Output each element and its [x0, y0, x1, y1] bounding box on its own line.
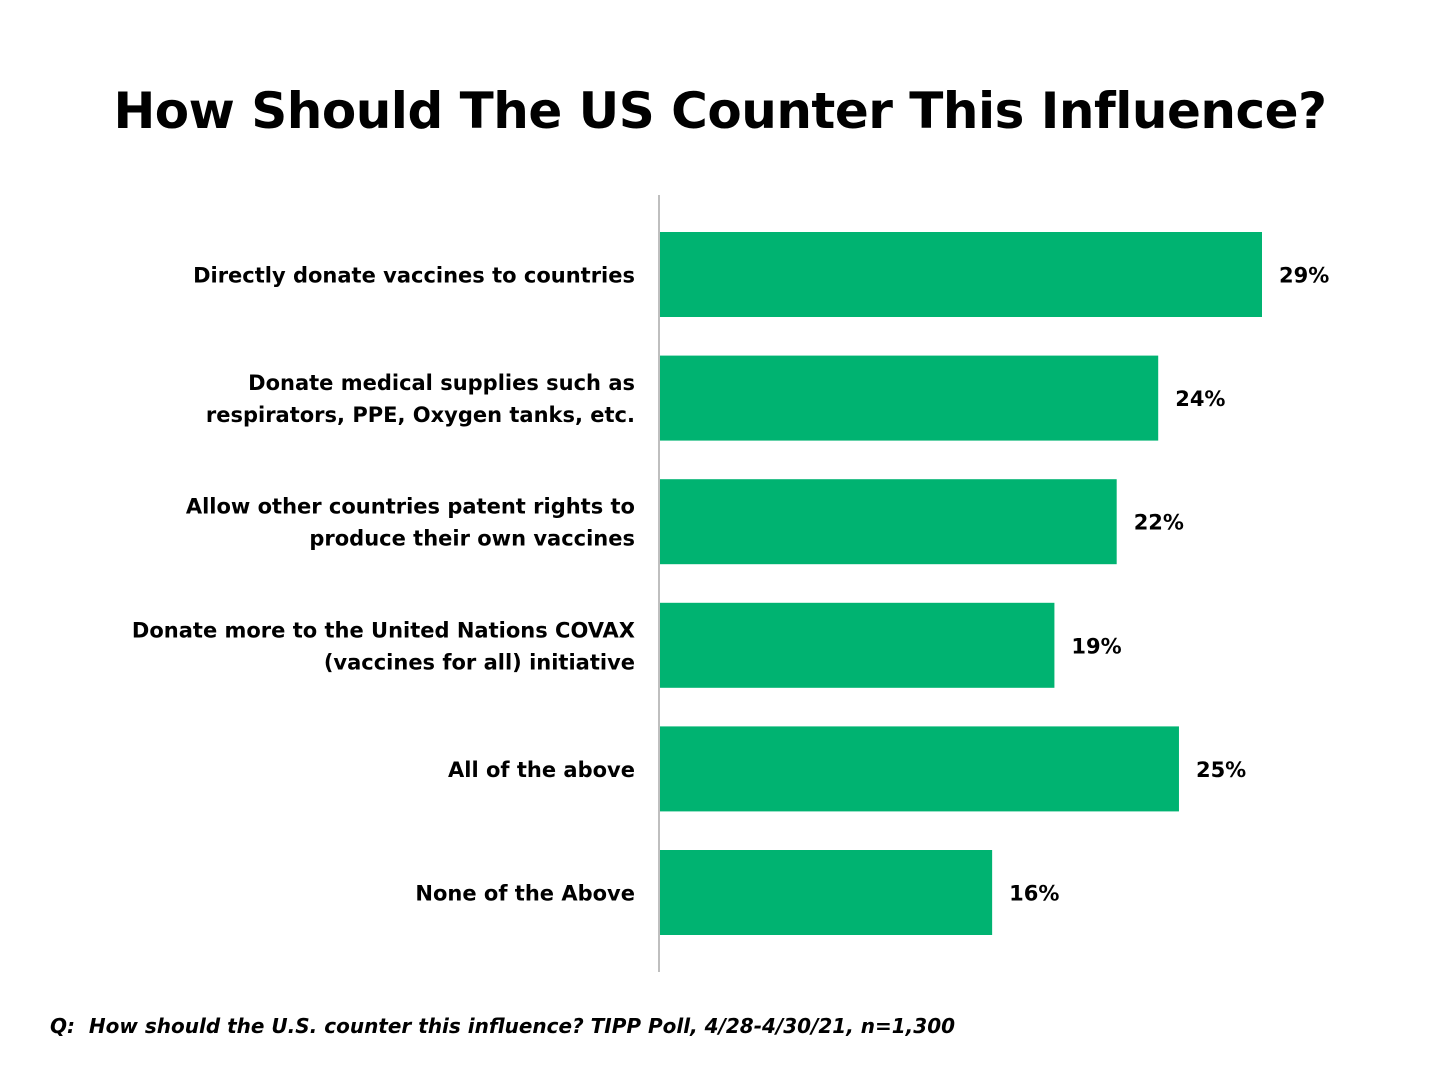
bars-group — [660, 232, 1262, 935]
category-label-2-line-1: Donate medical supplies such as — [248, 371, 635, 395]
value-label-2: 24% — [1175, 387, 1225, 411]
bar-6 — [660, 850, 993, 935]
footnote: Q: How should the U.S. counter this infl… — [50, 1014, 956, 1038]
value-label-4: 19% — [1071, 634, 1121, 658]
value-label-5: 25% — [1196, 758, 1246, 782]
bar-4 — [660, 602, 1055, 688]
bar-2 — [660, 355, 1159, 441]
value-labels-group: 29% 24% 22% 19% 25% 16% — [1009, 264, 1329, 906]
category-label-4-line-2: (vaccines for all) initiative — [324, 650, 635, 674]
bar-5 — [660, 726, 1179, 812]
category-label-2-line-2: respirators, PPE, Oxygen tanks, etc. — [206, 403, 635, 427]
category-label-4-line-1: Donate more to the United Nations COVAX — [132, 618, 635, 642]
value-label-3: 22% — [1134, 511, 1184, 535]
value-label-6: 16% — [1009, 882, 1059, 906]
bar-1 — [660, 232, 1262, 317]
category-labels-group: Directly donate vaccines to countries Don… — [132, 264, 635, 906]
value-label-1: 29% — [1279, 264, 1329, 288]
category-label-1-line-1: Directly donate vaccines to countries — [193, 264, 635, 288]
category-label-5-line-1: All of the above — [448, 758, 635, 782]
category-label-3-line-2: produce their own vaccines — [309, 527, 635, 551]
category-label-3-line-1: Allow other countries patent rights to — [186, 495, 635, 519]
bar-3 — [660, 479, 1117, 565]
chart-title: How Should The US Counter This Influence… — [113, 82, 1327, 140]
category-label-6-line-1: None of the Above — [415, 882, 635, 906]
